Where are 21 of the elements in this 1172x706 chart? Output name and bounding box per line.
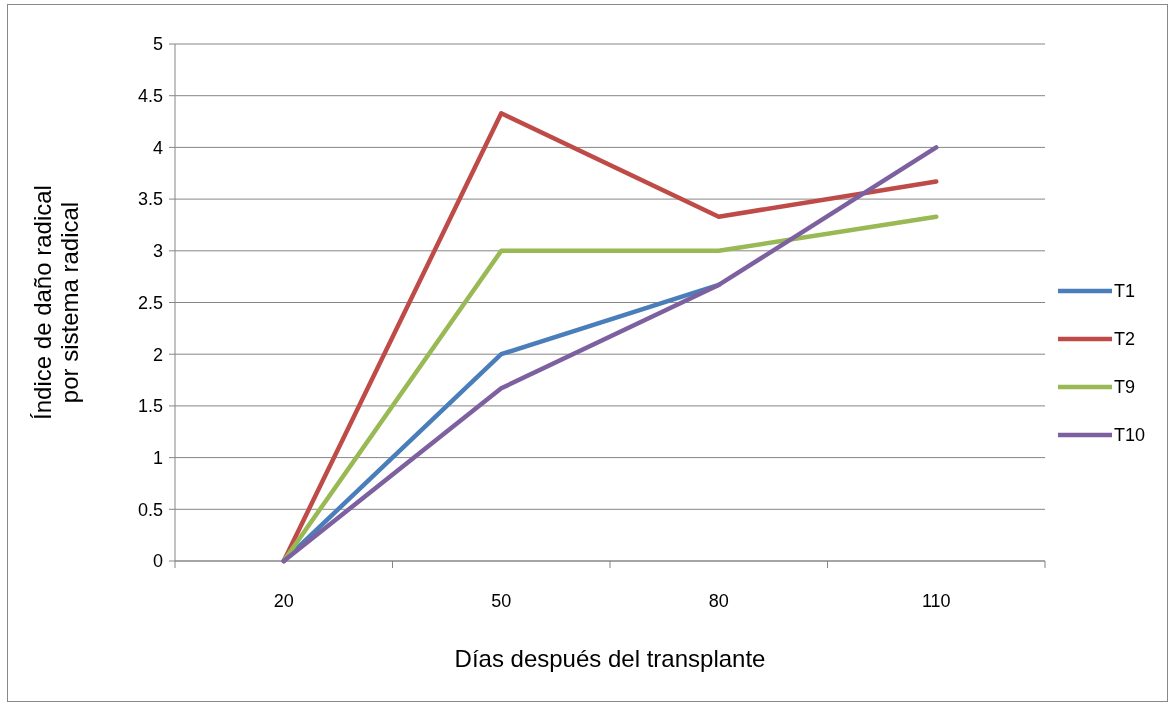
x-tick-label: 50 <box>491 591 512 611</box>
x-tick-label: 80 <box>708 591 729 611</box>
legend-label: T10 <box>1114 425 1146 446</box>
y-tick-label: 0.5 <box>137 499 163 520</box>
y-tick-label: 1.5 <box>137 396 163 417</box>
y-tick-label: 0 <box>152 551 163 572</box>
y-tick-label: 4 <box>152 137 163 158</box>
legend-label: T9 <box>1114 377 1136 398</box>
y-tick-label: 1 <box>152 447 163 468</box>
y-tick-label: 3 <box>152 241 163 262</box>
y-tick-label: 3.5 <box>137 189 163 210</box>
y-tick-label: 5 <box>152 34 163 55</box>
legend-label: T1 <box>1114 281 1136 302</box>
y-axis-title: Índice de daño radical por sistema radical <box>29 185 83 420</box>
x-axis-title: Días después del transplante <box>454 645 766 672</box>
legend-label: T2 <box>1114 329 1136 350</box>
y-tick-label: 2 <box>152 344 163 365</box>
y-tick-label: 4.5 <box>137 86 163 106</box>
x-tick-label: 110 <box>921 591 951 611</box>
y-tick-label: 2.5 <box>137 292 163 313</box>
x-tick-label: 20 <box>273 591 294 611</box>
